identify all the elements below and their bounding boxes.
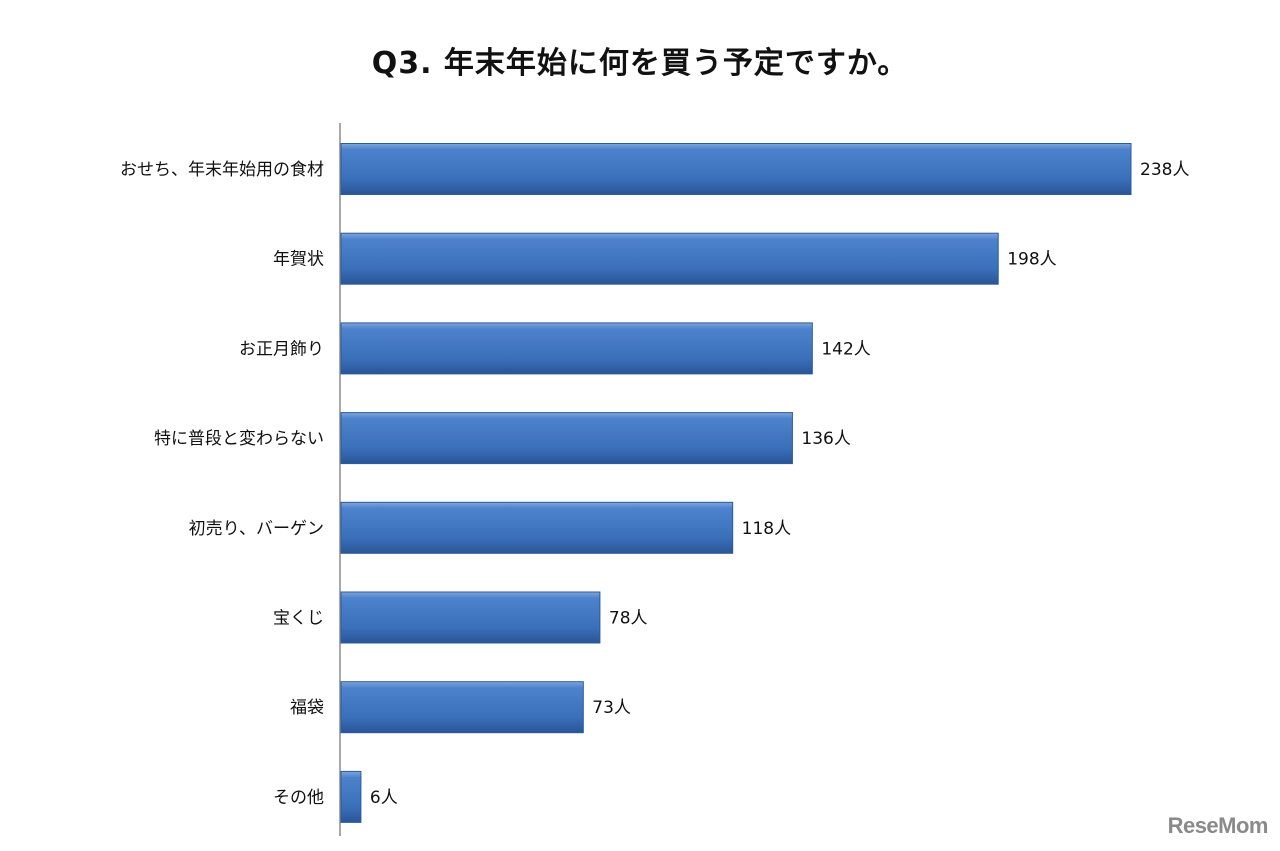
bar (340, 232, 999, 285)
data-label: 198人 (1007, 250, 1056, 270)
data-label: 73人 (592, 698, 631, 718)
bar (340, 322, 813, 375)
category-label: 特に普段と変わらない (154, 429, 324, 449)
data-label: 238人 (1140, 160, 1189, 180)
category-label: 年賀状 (273, 250, 324, 270)
bar (340, 501, 734, 554)
category-label: おせち、年末年始用の食材 (120, 160, 324, 180)
bar (340, 143, 1132, 195)
data-label: 6人 (370, 788, 398, 808)
bar (340, 681, 584, 734)
data-label: 78人 (609, 609, 648, 629)
bar (340, 770, 362, 823)
data-label: 118人 (742, 519, 791, 539)
data-label: 142人 (821, 339, 870, 359)
resemom-logo: ReseMom (1167, 813, 1269, 838)
bar (340, 412, 793, 465)
data-label: 136人 (801, 429, 850, 449)
chart-title: Q3. 年末年始に何を買う予定ですか。 (371, 46, 909, 81)
category-label: その他 (273, 788, 324, 808)
category-label: 初売り、バーゲン (189, 519, 324, 539)
category-label: 福袋 (290, 698, 324, 718)
category-label: 宝くじ (273, 609, 324, 629)
category-label: お正月飾り (239, 339, 324, 359)
bar (340, 591, 601, 644)
